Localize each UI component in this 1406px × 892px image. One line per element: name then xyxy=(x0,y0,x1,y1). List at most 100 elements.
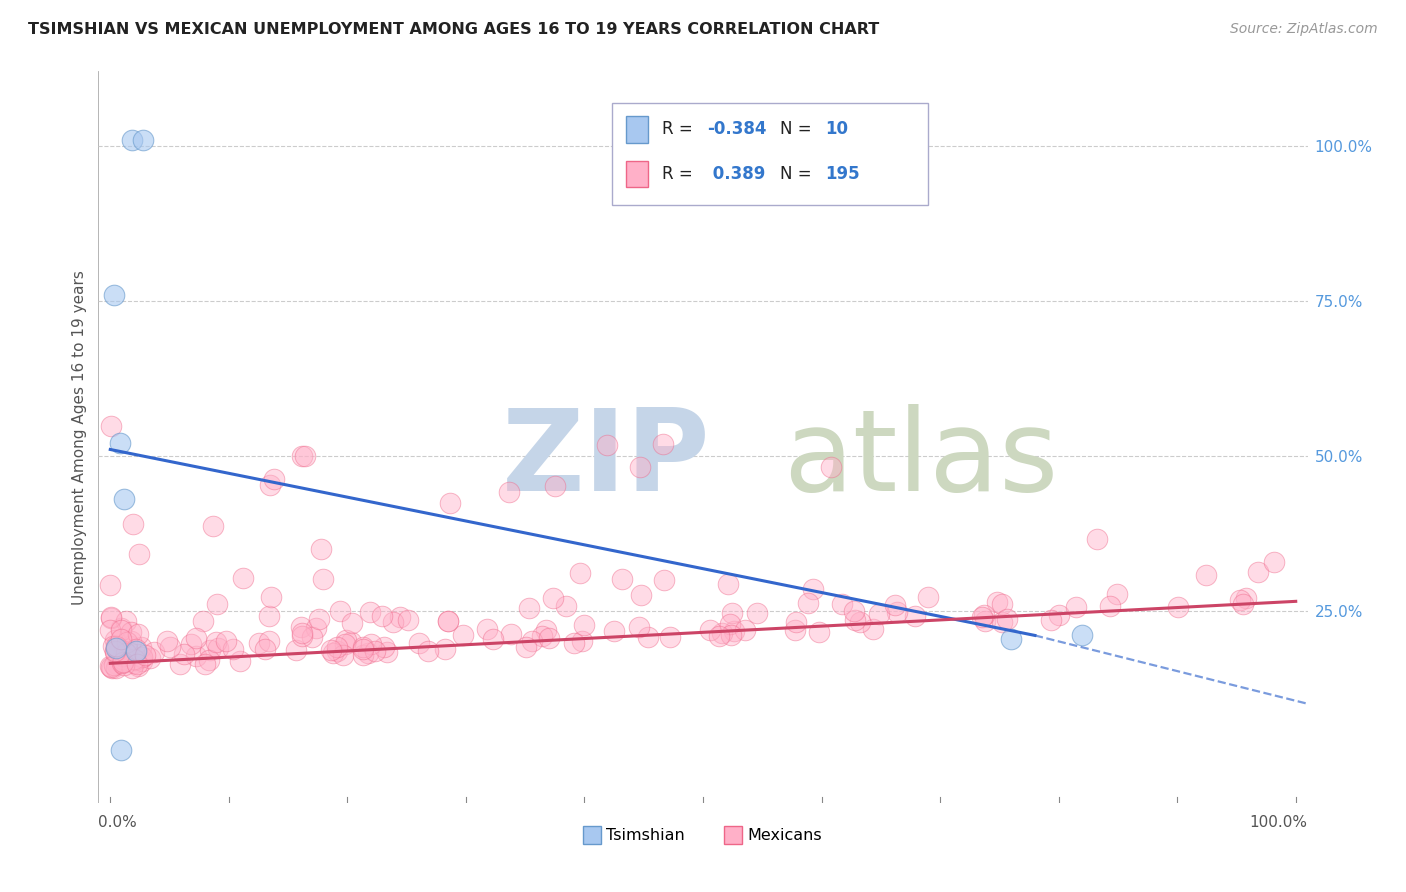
Point xyxy=(121,517,143,532)
Point xyxy=(180,637,202,651)
Text: N =: N = xyxy=(780,165,817,183)
Point xyxy=(868,607,890,621)
Point xyxy=(108,643,131,657)
Point xyxy=(416,644,439,658)
Point xyxy=(1167,599,1189,614)
Point xyxy=(844,613,866,627)
Point xyxy=(215,634,238,648)
Point xyxy=(1047,608,1070,623)
Point xyxy=(114,491,136,506)
Point xyxy=(568,566,591,581)
Point xyxy=(259,609,281,624)
Point xyxy=(101,639,124,653)
Point xyxy=(785,615,807,629)
Point xyxy=(884,598,907,612)
Point xyxy=(371,608,394,623)
Point xyxy=(408,636,430,650)
Text: 0.389: 0.389 xyxy=(707,165,766,183)
Point xyxy=(572,618,595,632)
Point xyxy=(124,652,146,666)
Point xyxy=(247,635,270,649)
Point xyxy=(104,645,127,659)
Point xyxy=(437,614,460,628)
Point xyxy=(129,640,152,654)
Point xyxy=(519,600,541,615)
Point xyxy=(723,624,745,638)
Point xyxy=(120,633,142,648)
Point xyxy=(127,659,149,673)
Point xyxy=(562,636,585,650)
Point xyxy=(904,608,927,623)
Text: ZIP: ZIP xyxy=(502,403,710,515)
Text: 195: 195 xyxy=(825,165,860,183)
Point xyxy=(974,615,997,629)
Point xyxy=(797,596,820,610)
Point xyxy=(114,646,136,660)
Point xyxy=(105,640,128,655)
Point xyxy=(437,615,460,629)
Point xyxy=(100,610,122,624)
Point xyxy=(396,613,419,627)
Text: 0.0%: 0.0% xyxy=(98,815,138,830)
Point xyxy=(610,572,633,586)
Point xyxy=(184,649,207,664)
Point xyxy=(128,547,150,561)
Point xyxy=(204,634,226,648)
Point xyxy=(98,577,121,591)
Point xyxy=(110,624,132,638)
Point xyxy=(105,640,128,654)
Point xyxy=(801,582,824,596)
Point xyxy=(132,132,155,146)
Point xyxy=(602,624,624,638)
Point xyxy=(699,624,721,638)
Point xyxy=(718,616,741,631)
Point xyxy=(630,588,652,602)
Point xyxy=(1232,597,1254,611)
Point xyxy=(169,657,191,671)
Point xyxy=(184,631,207,645)
Point xyxy=(659,630,682,644)
Point xyxy=(104,632,127,647)
Point xyxy=(134,648,156,662)
Point xyxy=(1229,593,1251,607)
Point xyxy=(1071,628,1094,642)
Point xyxy=(886,605,908,619)
Point xyxy=(156,634,179,648)
Point xyxy=(335,632,357,647)
Point xyxy=(1247,566,1270,580)
Point xyxy=(260,590,283,604)
Y-axis label: Unemployment Among Ages 16 to 19 years: Unemployment Among Ages 16 to 19 years xyxy=(72,269,87,605)
Point xyxy=(325,640,347,655)
Point xyxy=(820,459,842,474)
Point xyxy=(108,436,131,450)
Point xyxy=(481,632,503,647)
Point xyxy=(652,573,675,587)
Point xyxy=(232,571,254,585)
Point xyxy=(373,640,395,654)
Point xyxy=(342,615,364,630)
Point xyxy=(201,518,224,533)
Point xyxy=(291,629,314,643)
Point xyxy=(125,657,148,671)
Point xyxy=(333,637,356,651)
Point xyxy=(159,640,181,654)
Point xyxy=(359,605,381,619)
Point xyxy=(808,625,831,640)
Point xyxy=(1085,532,1108,546)
Point xyxy=(222,641,245,656)
Point xyxy=(848,615,870,629)
Point xyxy=(543,591,565,606)
Point xyxy=(862,622,884,636)
Point xyxy=(652,437,675,451)
Point xyxy=(103,657,125,672)
Point xyxy=(291,449,314,463)
Point xyxy=(842,603,865,617)
Point xyxy=(340,635,363,649)
Point xyxy=(628,459,651,474)
Point xyxy=(118,646,141,660)
Point xyxy=(105,639,128,653)
Point xyxy=(353,648,375,663)
Point xyxy=(112,657,135,672)
Point xyxy=(439,496,461,510)
Point xyxy=(115,647,138,661)
